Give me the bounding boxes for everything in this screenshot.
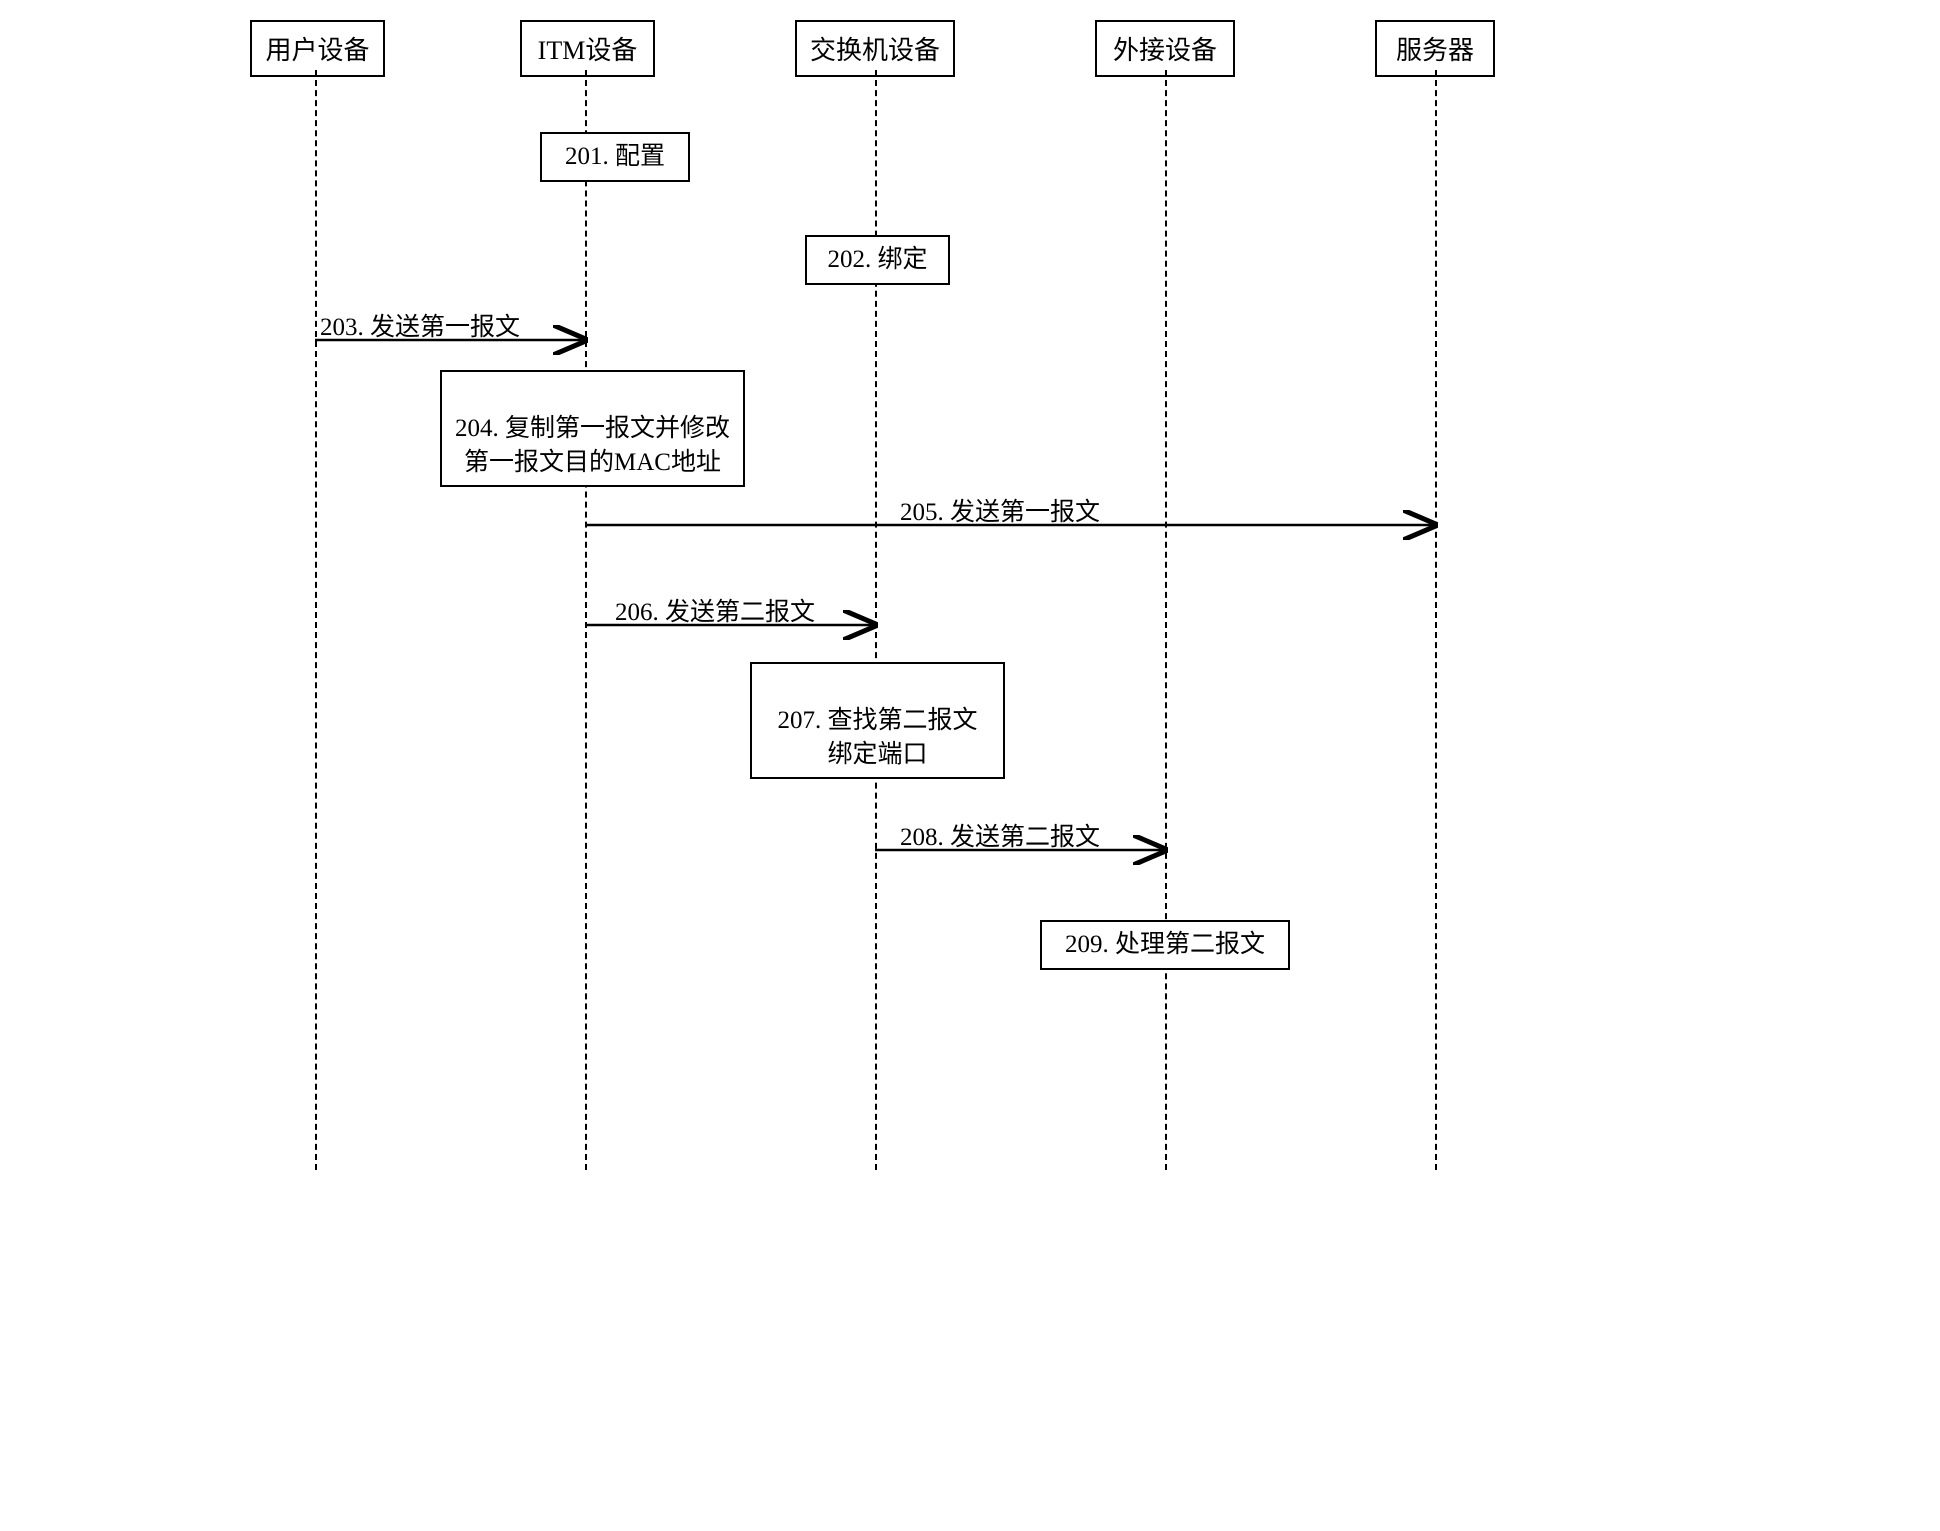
msg-text: 208. 发送第二报文	[900, 824, 1100, 851]
participant-label: 交换机设备	[810, 36, 940, 65]
msg-text: 206. 发送第二报文	[615, 599, 815, 626]
label-206: 206. 发送第二报文	[615, 592, 815, 628]
label-203: 203. 发送第一报文	[320, 307, 520, 343]
box-202: 202. 绑定	[805, 235, 950, 285]
participant-label: 外接设备	[1113, 36, 1217, 65]
participant-label: ITM设备	[538, 36, 638, 65]
box-text: 202. 绑定	[827, 246, 927, 273]
msg-text: 205. 发送第一报文	[900, 499, 1100, 526]
arrows-layer	[240, 20, 1700, 1170]
box-text: 201. 配置	[565, 143, 665, 170]
participant-server: 服务器	[1375, 20, 1495, 77]
box-207: 207. 查找第二报文 绑定端口	[750, 662, 1005, 779]
participant-external: 外接设备	[1095, 20, 1235, 77]
box-text: 207. 查找第二报文 绑定端口	[777, 707, 977, 768]
lifeline-itm	[585, 70, 587, 1170]
sequence-diagram: 用户设备 ITM设备 交换机设备 外接设备 服务器 203. 发送第一报文	[240, 20, 1700, 1170]
participant-label: 服务器	[1396, 36, 1474, 65]
lifeline-user	[315, 70, 317, 1170]
box-201: 201. 配置	[540, 132, 690, 182]
box-text: 204. 复制第一报文并修改 第一报文目的MAC地址	[455, 415, 730, 476]
label-208: 208. 发送第二报文	[900, 817, 1100, 853]
box-text: 209. 处理第二报文	[1065, 931, 1265, 958]
participant-user: 用户设备	[250, 20, 385, 77]
participant-label: 用户设备	[265, 36, 369, 65]
participant-itm: ITM设备	[520, 20, 655, 77]
participant-switch: 交换机设备	[795, 20, 955, 77]
label-205: 205. 发送第一报文	[900, 492, 1100, 528]
lifeline-external	[1165, 70, 1167, 1170]
box-209: 209. 处理第二报文	[1040, 920, 1290, 970]
msg-text: 203. 发送第一报文	[320, 314, 520, 341]
lifeline-server	[1435, 70, 1437, 1170]
box-204: 204. 复制第一报文并修改 第一报文目的MAC地址	[440, 370, 745, 487]
